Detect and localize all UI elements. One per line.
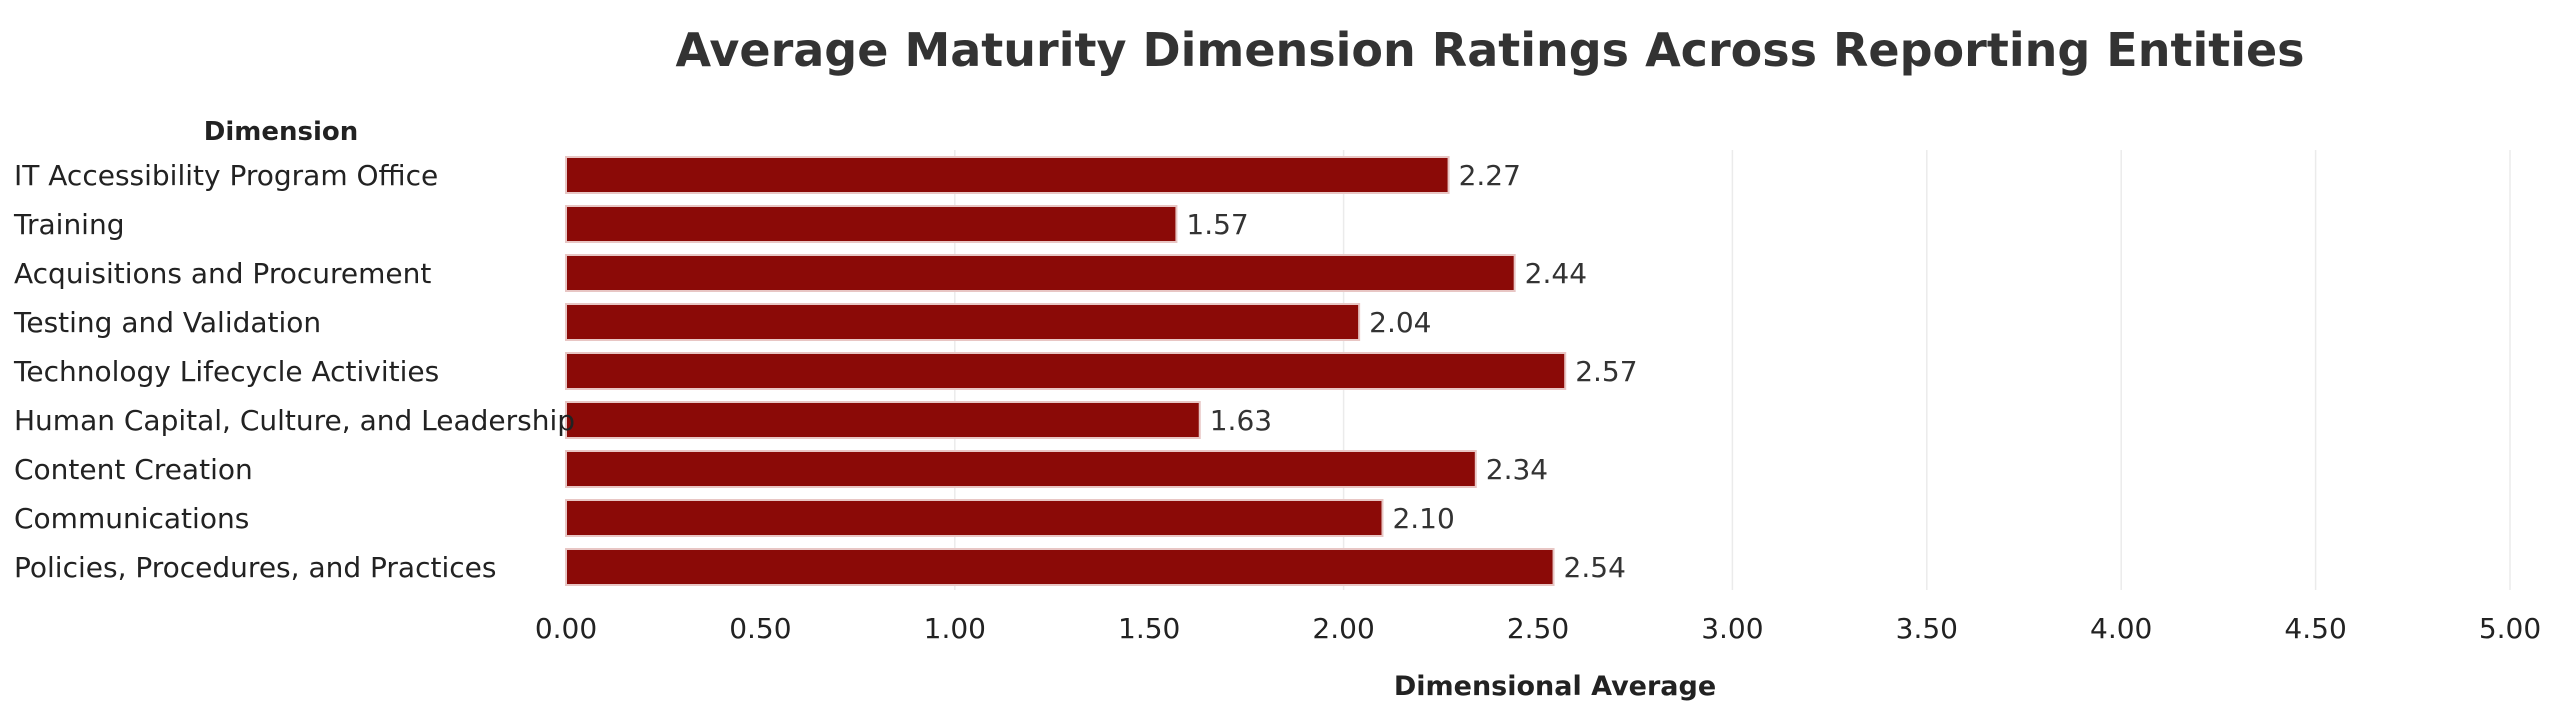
- x-tick-label: 0.00: [535, 612, 597, 645]
- value-label: 2.57: [1575, 355, 1637, 388]
- value-label: 2.10: [1392, 502, 1454, 535]
- value-label: 2.54: [1564, 551, 1626, 584]
- category-label: Policies, Procedures, and Practices: [14, 551, 496, 584]
- value-label: 1.63: [1210, 404, 1272, 437]
- gridlines: [954, 150, 2511, 590]
- bar: [565, 548, 1555, 586]
- category-label: Acquisitions and Procurement: [14, 257, 431, 290]
- y-axis-title: Dimension: [204, 117, 359, 147]
- bar: [565, 205, 1178, 243]
- value-label: 2.44: [1525, 257, 1587, 290]
- chart-title: Average Maturity Dimension Ratings Acros…: [675, 23, 2304, 77]
- x-tick-label: 2.50: [1507, 612, 1569, 645]
- value-label: 2.04: [1369, 306, 1431, 339]
- x-tick-label: 0.50: [729, 612, 791, 645]
- value-labels: 2.27 1.57 2.44 2.04 2.57 1.63 2.34 2.10 2.54: [1186, 159, 1637, 584]
- category-label: Human Capital, Culture, and Leadership: [14, 404, 575, 437]
- bar: [565, 401, 1201, 439]
- x-tick-label: 3.00: [1701, 612, 1763, 645]
- x-tick-label: 1.00: [924, 612, 986, 645]
- value-label: 2.34: [1486, 453, 1548, 486]
- category-label: Training: [13, 208, 124, 241]
- x-tick-labels: 0.00 0.50 1.00 1.50 2.00 2.50 3.00 3.50 4.00 4.50…: [535, 612, 2541, 645]
- category-label: Technology Lifecycle Activities: [13, 355, 439, 388]
- bar: [565, 254, 1516, 292]
- category-label: Testing and Validation: [13, 306, 321, 339]
- bar: [565, 450, 1477, 488]
- bar: [565, 156, 1450, 194]
- x-tick-label: 4.50: [2284, 612, 2346, 645]
- value-label: 1.57: [1186, 208, 1248, 241]
- x-tick-label: 3.50: [1896, 612, 1958, 645]
- x-tick-label: 4.00: [2090, 612, 2152, 645]
- bar: [565, 499, 1384, 537]
- x-tick-label: 2.00: [1312, 612, 1374, 645]
- bars: [565, 156, 1567, 586]
- bar: [565, 352, 1567, 390]
- x-axis-title: Dimensional Average: [1394, 671, 1716, 702]
- category-label: IT Accessibility Program Office: [14, 159, 438, 192]
- value-label: 2.27: [1459, 159, 1521, 192]
- bar: [565, 303, 1361, 341]
- category-label: Content Creation: [14, 453, 253, 486]
- x-tick-label: 5.00: [2479, 612, 2541, 645]
- category-label: Communications: [14, 502, 249, 535]
- x-tick-label: 1.50: [1118, 612, 1180, 645]
- category-labels: IT Accessibility Program Office Training A…: [13, 159, 575, 584]
